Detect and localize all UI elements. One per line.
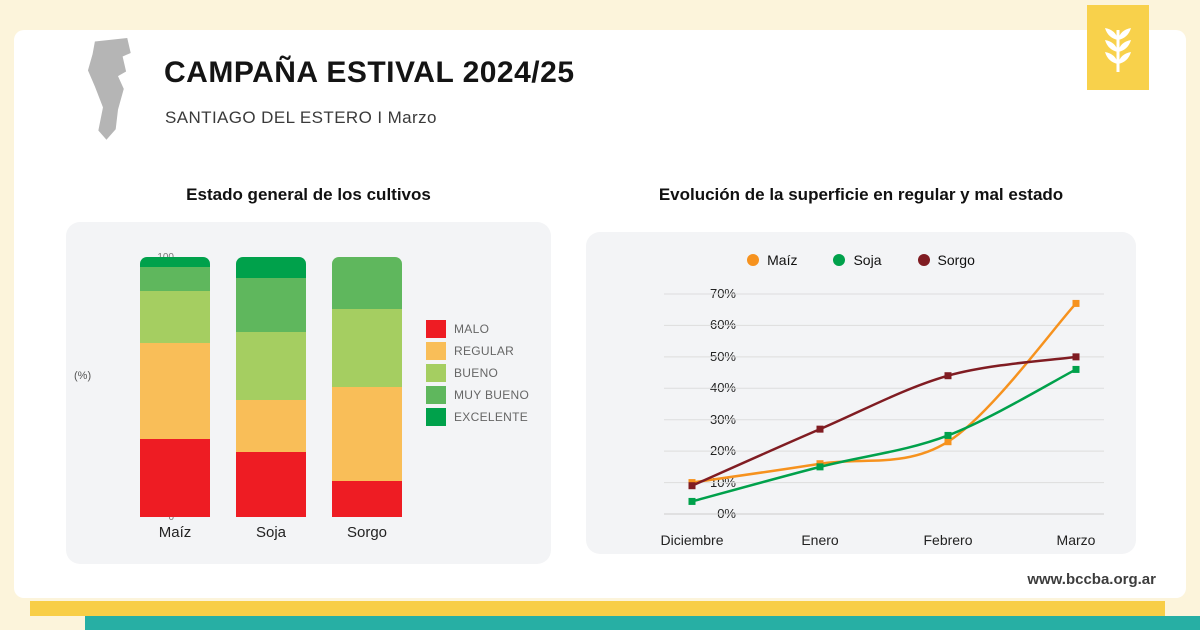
legend-swatch [426,364,446,382]
bar-chart-x-axis: Maíz Soja Sorgo [126,524,416,541]
legend-swatch [426,386,446,404]
data-point-soja [1072,365,1080,373]
data-point-sorgo [1072,353,1080,361]
bar-segment-excelente [140,257,210,268]
bar-segment-bueno [140,290,210,343]
bar-segment-regular [332,387,402,481]
bar-chart-title: Estado general de los cultivos [186,185,431,204]
bar-segment-muy-bueno [332,257,402,310]
bar-segment-malo [236,452,306,517]
data-point-soja [944,431,952,439]
teal-strip [85,616,1200,630]
legend-label: Sorgo [937,252,975,268]
page-subtitle: SANTIAGO DEL ESTERO I Marzo [165,108,437,127]
data-point-soja [816,463,824,471]
line-chart-plot: 0% 10% 20% 30% 40% 50% 60% 70% Diciembre Enero Fe… [660,286,1104,548]
bar-segment-muy-bueno [236,277,306,333]
bar-segment-malo [332,480,402,517]
legend-label: EXCELENTE [454,410,529,424]
data-point-sorgo [816,425,824,433]
legend-swatch [426,320,446,338]
bar-2 [332,257,402,517]
bar-segment-excelente [236,257,306,278]
legend-swatch [426,342,446,360]
bar-segment-regular [140,342,210,439]
main-card: CAMPAÑA ESTIVAL 2024/25 SANTIAGO DEL EST… [14,5,1186,598]
legend-item-excelente: EXCELENTE [426,408,529,426]
legend-label: MUY BUENO [454,388,530,402]
legend-label: REGULAR [454,344,515,358]
bar-segment-regular [236,400,306,452]
legend-item-soja: Soja [833,252,882,268]
data-point-sorgo [688,482,696,490]
bar-category-label: Soja [255,524,287,541]
bar-category-label: Sorgo [346,524,388,541]
bar-1 [236,257,306,517]
legend-item-maíz: Maíz [747,252,797,268]
website-link[interactable]: www.bccba.org.ar [1027,571,1156,588]
bccba-logo [1087,5,1149,90]
bar-segment-muy-bueno [140,267,210,291]
bar-chart-panel: (%) 020406080100 Maíz Soja Sorgo MALO REGUL… [66,222,551,564]
bar-y-tick-label: 0 [168,512,174,523]
line-x-tick-label: Diciembre [660,532,724,548]
legend-label: BUENO [454,366,499,380]
line-series-soja [691,368,1077,503]
line-chart-legend: Maíz Soja Sorgo [586,252,1136,268]
legend-label: Soja [853,252,882,268]
legend-item-sorgo: Sorgo [917,252,975,268]
legend-dot [833,254,846,266]
bar-segment-bueno [236,332,306,400]
line-y-tick-label: 40% [709,380,736,396]
line-series-maíz [691,302,1077,484]
wheat-icon [1105,27,1131,72]
bar-category-label: Maíz [158,524,192,541]
legend-item-muy-bueno: MUY BUENO [426,386,529,404]
line-y-tick-label: 60% [709,317,736,333]
data-point-maíz [1072,299,1080,307]
bar-chart-bars [126,257,416,517]
bar-segment-bueno [332,309,402,388]
legend-dot [917,254,930,266]
legend-item-bueno: BUENO [426,364,529,382]
legend-swatch [426,408,446,426]
page-title: CAMPAÑA ESTIVAL 2024/25 [164,56,575,89]
legend-label: MALO [454,322,490,336]
bar-0 [140,257,210,517]
line-x-tick-label: Febrero [923,532,973,548]
data-point-soja [688,497,696,505]
data-point-maíz [944,438,952,446]
line-chart-svg [664,293,1104,515]
yellow-strip [30,601,1165,616]
bar-chart-legend: MALO REGULAR BUENO MUY BUENO EXCELENTE [426,320,529,426]
legend-item-regular: REGULAR [426,342,529,360]
bar-segment-malo [140,439,210,517]
bar-chart-y-axis-label: (%) [74,370,92,382]
line-y-tick-label: 20% [709,443,736,459]
line-y-tick-label: 50% [709,348,736,364]
line-chart-panel: Maíz Soja Sorgo 0% 10% 20% 30% 40% 50% 60% 70% Di… [586,232,1136,554]
line-y-tick-label: 30% [709,411,736,427]
santiago-del-estero-map-icon [82,38,154,142]
line-x-tick-label: Enero [801,532,839,548]
line-chart-title: Evolución de la superficie en regular y … [658,185,1064,204]
line-x-tick-label: Marzo [1056,532,1096,548]
data-point-sorgo [944,372,952,380]
legend-label: Maíz [767,252,798,268]
bar-chart-plot: 020406080100 [126,252,416,523]
legend-item-malo: MALO [426,320,529,338]
legend-dot [747,254,760,266]
line-series-sorgo [691,355,1077,487]
